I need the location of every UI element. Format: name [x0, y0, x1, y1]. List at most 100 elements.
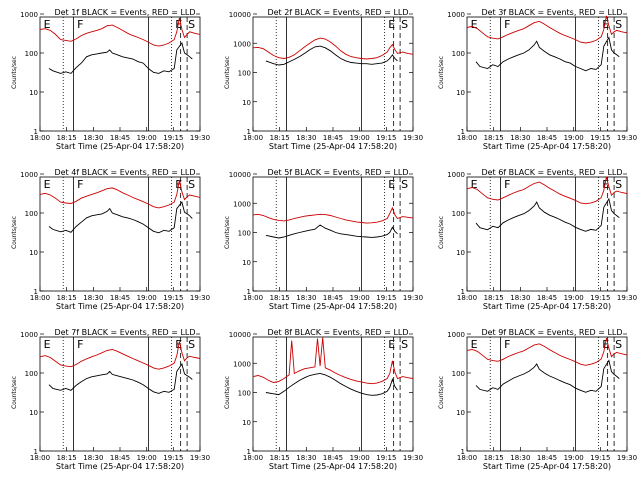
x-tick-label: 19:15 [163, 454, 183, 462]
y-axis-label: Counts/sec [11, 376, 18, 409]
segment-marker: F [504, 178, 510, 191]
x-tick-label: 18:15 [484, 294, 504, 302]
x-tick-label: 19:00 [564, 134, 584, 142]
y-tick-label: 10 [242, 259, 251, 267]
y-tick-label: 1 [461, 448, 465, 456]
x-tick-label: 19:30 [617, 454, 637, 462]
segment-marker: F [504, 338, 510, 351]
segment-marker: E [471, 338, 478, 351]
series-line-events [48, 201, 193, 234]
y-tick-label: 1000 [233, 360, 251, 368]
x-axis-label: Start Time (25-Apr-04 17:58:20) [269, 302, 397, 311]
chart-title: Det 4f BLACK = Events, RED = LLD [54, 168, 195, 177]
y-tick-label: 1000 [233, 40, 251, 48]
x-tick-label: 18:45 [323, 294, 343, 302]
x-tick-label: 18:15 [270, 134, 290, 142]
segment-marker: E [471, 18, 478, 31]
plot-frame [39, 336, 201, 452]
x-axis-label: Start Time (25-Apr-04 17:58:20) [269, 462, 397, 471]
x-tick-label: 18:45 [323, 454, 343, 462]
x-tick-label: 18:00 [457, 454, 477, 462]
x-tick-label: 19:15 [376, 294, 396, 302]
y-tick-label: 1 [461, 288, 465, 296]
x-tick-label: 19:30 [403, 294, 423, 302]
x-axis-label: Start Time (25-Apr-04 17:58:20) [483, 462, 611, 471]
series-line-lld [252, 337, 414, 385]
y-tick-label: 1000 [20, 11, 38, 19]
x-tick-label: 18:30 [510, 134, 530, 142]
segment-marker: S [615, 178, 622, 191]
x-tick-label: 18:00 [243, 294, 263, 302]
x-tick-label: 19:30 [617, 134, 637, 142]
chart-title: Det 8f BLACK = Events, RED = LLD [267, 328, 408, 337]
y-tick-label: 100 [238, 230, 251, 238]
y-axis-label: Counts/sec [224, 56, 231, 89]
x-tick-label: 19:15 [590, 294, 610, 302]
x-tick-label: 18:00 [243, 134, 263, 142]
y-tick-label: 10 [242, 419, 251, 427]
y-tick-label: 100 [25, 50, 38, 58]
x-tick-label: 19:30 [190, 134, 210, 142]
chart-panel-8: Det 8f BLACK = Events, RED = LLD 1 10 100 10… [224, 328, 423, 471]
series-line-events [475, 359, 620, 393]
segment-marker: E [175, 18, 182, 31]
x-tick-label: 18:30 [83, 454, 103, 462]
x-tick-label: 18:30 [510, 454, 530, 462]
segment-marker: E [388, 338, 395, 351]
segment-marker: S [615, 18, 622, 31]
segment-marker: F [77, 18, 83, 31]
x-tick-label: 19:30 [190, 454, 210, 462]
x-tick-label: 19:15 [163, 294, 183, 302]
y-tick-label: 1000 [447, 331, 465, 339]
x-tick-label: 18:45 [537, 294, 557, 302]
series-line-lld [39, 179, 201, 209]
segment-marker: S [188, 178, 195, 191]
x-axis-label: Start Time (25-Apr-04 17:58:20) [483, 142, 611, 151]
x-tick-label: 18:15 [270, 294, 290, 302]
y-axis-label: Counts/sec [11, 216, 18, 249]
y-tick-label: 100 [452, 210, 465, 218]
y-tick-label: 10 [29, 409, 38, 417]
x-tick-label: 19:30 [617, 294, 637, 302]
x-axis-label: Start Time (25-Apr-04 17:58:20) [269, 142, 397, 151]
y-axis-label: Counts/sec [11, 56, 18, 89]
x-tick-label: 19:15 [590, 134, 610, 142]
segment-marker: S [401, 178, 408, 191]
y-axis-label: Counts/sec [438, 56, 445, 89]
y-tick-label: 10 [456, 249, 465, 257]
segment-marker: E [388, 178, 395, 191]
series-line-lld [466, 176, 628, 205]
chart-panel-9: Det 9f BLACK = Events, RED = LLD 1 10 100 10… [438, 328, 637, 471]
y-tick-label: 1 [247, 448, 251, 456]
x-tick-label: 18:15 [484, 134, 504, 142]
segment-marker: E [44, 18, 51, 31]
chart-title: Det 5f BLACK = Events, RED = LLD [267, 168, 408, 177]
x-tick-label: 18:45 [110, 134, 130, 142]
x-tick-label: 18:30 [83, 134, 103, 142]
y-tick-label: 10000 [229, 11, 251, 19]
y-tick-label: 1 [34, 128, 38, 136]
x-tick-label: 18:00 [457, 294, 477, 302]
series-line-events [265, 224, 398, 239]
y-tick-label: 100 [25, 370, 38, 378]
chart-panel-7: Det 7f BLACK = Events, RED = LLD 1 10 100 10… [11, 328, 210, 471]
y-tick-label: 1 [247, 128, 251, 136]
x-axis-label: Start Time (25-Apr-04 17:58:20) [56, 462, 184, 471]
series-line-events [475, 36, 620, 72]
y-tick-label: 1000 [233, 200, 251, 208]
series-line-events [265, 45, 398, 66]
segment-marker: F [77, 178, 83, 191]
y-tick-label: 100 [452, 50, 465, 58]
series-line-events [265, 372, 398, 396]
y-tick-label: 10 [29, 249, 38, 257]
x-tick-label: 18:45 [537, 134, 557, 142]
x-tick-label: 19:30 [190, 294, 210, 302]
x-tick-label: 19:15 [163, 134, 183, 142]
y-axis-label: Counts/sec [224, 216, 231, 249]
segment-marker: F [504, 18, 510, 31]
series-line-lld [252, 37, 414, 60]
chart-panel-2: Det 2f BLACK = Events, RED = LLD 1 10 100 10… [224, 8, 423, 151]
chart-panel-6: Det 6f BLACK = Events, RED = LLD 1 10 100 10… [438, 168, 637, 311]
chart-panel-5: Det 5f BLACK = Events, RED = LLD 1 10 100 10… [224, 168, 423, 311]
